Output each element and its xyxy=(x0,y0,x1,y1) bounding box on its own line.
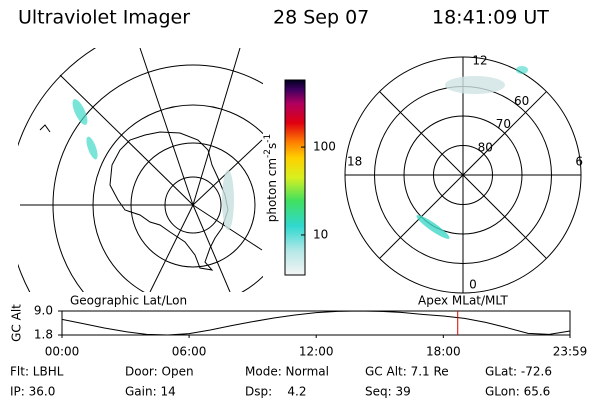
mlt-label: 0 xyxy=(469,278,477,292)
magnetic-polar xyxy=(344,56,582,294)
status-field: GLon: 65.6 xyxy=(485,385,550,399)
status-field: Dsp: 4.2 xyxy=(245,385,307,399)
aurora-right xyxy=(416,66,528,239)
y-tick-label: 9.0 xyxy=(34,304,53,318)
altitude-line xyxy=(61,310,571,336)
status-field: Flt: LBHL xyxy=(10,365,64,379)
x-tick-label: 18:00 xyxy=(426,345,461,359)
time: 18:41:09 UT xyxy=(432,7,549,29)
x-tick-label: 00:00 xyxy=(45,345,80,359)
status-field: Mode: Normal xyxy=(245,365,329,379)
title: Ultraviolet Imager xyxy=(18,7,190,29)
status-field: Seq: 39 xyxy=(365,385,411,399)
aurora-left xyxy=(72,99,234,230)
mlt-line xyxy=(379,91,547,259)
colorbar xyxy=(284,79,306,276)
mlt-label: 6 xyxy=(575,155,583,169)
magnetic-label: Apex MLat/MLT xyxy=(418,294,508,308)
x-tick-label: 23:59 xyxy=(553,345,588,359)
status-field: GLat: -72.6 xyxy=(485,365,552,379)
lat-label: 80 xyxy=(478,140,493,154)
map-label: Geographic Lat/Lon xyxy=(70,294,187,308)
y-tick-label: 1.8 xyxy=(34,328,53,342)
x-tick-label: 06:00 xyxy=(172,345,207,359)
date: 28 Sep 07 xyxy=(273,7,369,29)
colorbar-unit: photon cm-2s-1 xyxy=(263,134,279,223)
status-field: GC Alt: 7.1 Re xyxy=(365,365,449,379)
geographic-map xyxy=(18,48,263,292)
orbit-ylabel: GC Alt xyxy=(10,304,24,342)
colorbar-tick-label: 10 xyxy=(313,227,328,241)
status-field: IP: 36.0 xyxy=(10,385,55,399)
status-field: Gain: 14 xyxy=(125,385,176,399)
colorbar-tick-label: 100 xyxy=(313,140,336,154)
status-field: Door: Open xyxy=(125,365,194,379)
lat-label: 70 xyxy=(496,117,511,131)
orbit-frame xyxy=(61,310,571,336)
lat-label: 60 xyxy=(514,94,529,108)
x-tick-label: 12:00 xyxy=(299,345,334,359)
mlt-label: 18 xyxy=(347,155,362,169)
mlt-label: 12 xyxy=(472,54,487,68)
